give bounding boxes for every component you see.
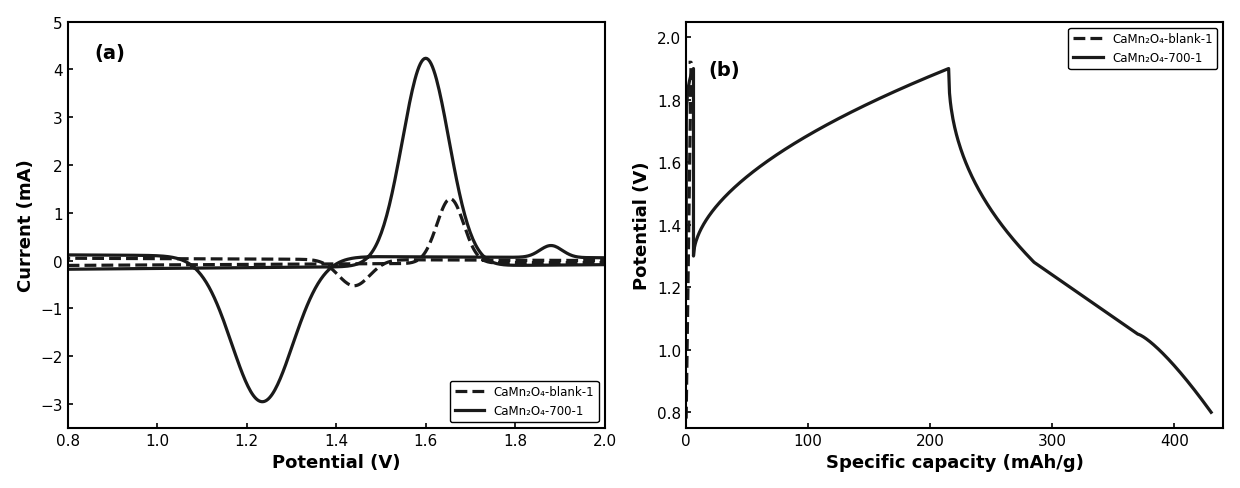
X-axis label: Specific capacity (mAh/g): Specific capacity (mAh/g): [826, 453, 1084, 471]
X-axis label: Potential (V): Potential (V): [272, 453, 401, 471]
CaMn₂O₄-blank-1: [347, 283, 362, 289]
CaMn₂O₄-700-1: [1204, 409, 1219, 415]
CaMn₂O₄-blank-1: [443, 197, 458, 203]
CaMn₂O₄-700-1: [1189, 391, 1204, 397]
CaMn₂O₄-700-1: [207, 295, 222, 301]
CaMn₂O₄-blank-1: [678, 416, 693, 422]
CaMn₂O₄-700-1: [61, 252, 76, 258]
Y-axis label: Current (mA): Current (mA): [16, 159, 35, 291]
Text: (a): (a): [94, 43, 125, 62]
CaMn₂O₄-700-1: [319, 270, 334, 276]
CaMn₂O₄-blank-1: [207, 256, 222, 262]
CaMn₂O₄-700-1: [418, 56, 433, 62]
CaMn₂O₄-blank-1: [681, 300, 696, 305]
CaMn₂O₄-blank-1: [126, 263, 141, 268]
CaMn₂O₄-blank-1: [449, 258, 464, 264]
CaMn₂O₄-blank-1: [681, 264, 696, 269]
Line: CaMn₂O₄-700-1: CaMn₂O₄-700-1: [68, 59, 605, 402]
CaMn₂O₄-700-1: [1111, 319, 1126, 325]
Text: (b): (b): [708, 61, 740, 80]
CaMn₂O₄-blank-1: [682, 60, 697, 66]
CaMn₂O₄-blank-1: [683, 60, 698, 66]
CaMn₂O₄-blank-1: [680, 350, 694, 356]
CaMn₂O₄-700-1: [848, 108, 863, 114]
CaMn₂O₄-700-1: [678, 269, 693, 275]
Line: CaMn₂O₄-blank-1: CaMn₂O₄-blank-1: [686, 63, 691, 419]
CaMn₂O₄-700-1: [1034, 265, 1049, 271]
Line: CaMn₂O₄-700-1: CaMn₂O₄-700-1: [686, 69, 1211, 412]
CaMn₂O₄-blank-1: [61, 256, 76, 262]
CaMn₂O₄-blank-1: [61, 263, 76, 269]
CaMn₂O₄-700-1: [728, 184, 743, 190]
CaMn₂O₄-blank-1: [682, 140, 697, 146]
CaMn₂O₄-700-1: [510, 255, 525, 261]
CaMn₂O₄-700-1: [61, 267, 76, 273]
Line: CaMn₂O₄-blank-1: CaMn₂O₄-blank-1: [68, 200, 605, 286]
CaMn₂O₄-700-1: [449, 255, 464, 261]
Legend: CaMn₂O₄-blank-1, CaMn₂O₄-700-1: CaMn₂O₄-blank-1, CaMn₂O₄-700-1: [450, 381, 599, 422]
CaMn₂O₄-700-1: [686, 66, 701, 72]
CaMn₂O₄-blank-1: [481, 258, 496, 264]
CaMn₂O₄-blank-1: [682, 60, 697, 66]
Legend: CaMn₂O₄-blank-1, CaMn₂O₄-700-1: CaMn₂O₄-blank-1, CaMn₂O₄-700-1: [1069, 28, 1218, 70]
Y-axis label: Potential (V): Potential (V): [634, 161, 651, 289]
CaMn₂O₄-700-1: [481, 255, 496, 261]
CaMn₂O₄-700-1: [255, 399, 270, 405]
CaMn₂O₄-700-1: [126, 266, 141, 272]
CaMn₂O₄-blank-1: [510, 258, 525, 264]
CaMn₂O₄-blank-1: [681, 60, 696, 66]
CaMn₂O₄-700-1: [1070, 290, 1085, 296]
CaMn₂O₄-blank-1: [317, 262, 332, 267]
